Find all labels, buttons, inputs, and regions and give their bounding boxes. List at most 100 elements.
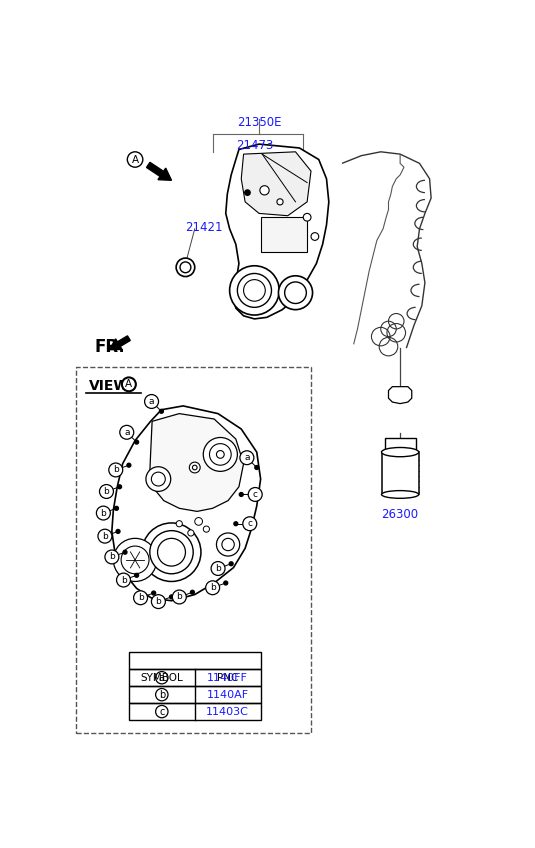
- Text: b: b: [137, 594, 143, 602]
- Circle shape: [159, 410, 163, 413]
- Bar: [129, 703, 261, 720]
- Ellipse shape: [381, 491, 419, 499]
- Circle shape: [127, 152, 143, 167]
- Circle shape: [118, 485, 121, 488]
- Text: b: b: [210, 583, 216, 592]
- Circle shape: [127, 463, 131, 467]
- Circle shape: [285, 282, 307, 304]
- Bar: [129, 669, 261, 686]
- Text: b: b: [102, 532, 108, 541]
- Polygon shape: [112, 406, 261, 600]
- Circle shape: [188, 530, 194, 536]
- Text: 1140AF: 1140AF: [207, 689, 249, 700]
- Text: b: b: [109, 552, 115, 561]
- FancyArrow shape: [147, 162, 172, 181]
- Bar: [385, 438, 416, 452]
- Circle shape: [100, 484, 113, 499]
- Circle shape: [243, 516, 257, 531]
- Circle shape: [176, 258, 195, 276]
- Text: 11403C: 11403C: [207, 706, 249, 717]
- Circle shape: [117, 573, 131, 587]
- Text: a: a: [159, 672, 165, 683]
- Bar: [381, 452, 419, 494]
- Text: 1140FF: 1140FF: [207, 672, 248, 683]
- Circle shape: [96, 506, 110, 520]
- Polygon shape: [226, 144, 329, 319]
- Text: b: b: [156, 597, 161, 606]
- Text: 21473: 21473: [236, 139, 273, 152]
- Circle shape: [98, 529, 112, 543]
- Circle shape: [172, 590, 186, 604]
- Text: SYMBOL: SYMBOL: [140, 672, 183, 683]
- Text: A: A: [125, 379, 133, 389]
- Text: PNC: PNC: [217, 672, 239, 683]
- Text: 21350E: 21350E: [237, 115, 281, 129]
- Circle shape: [260, 186, 269, 195]
- Circle shape: [195, 517, 203, 525]
- Circle shape: [248, 488, 262, 501]
- Circle shape: [151, 472, 165, 486]
- Circle shape: [142, 523, 201, 582]
- Circle shape: [144, 394, 158, 409]
- Circle shape: [176, 521, 182, 527]
- Text: a: a: [244, 453, 250, 462]
- Text: c: c: [247, 519, 253, 528]
- Polygon shape: [150, 414, 243, 511]
- Circle shape: [230, 265, 279, 315]
- Text: b: b: [104, 487, 109, 496]
- Circle shape: [234, 522, 238, 526]
- Circle shape: [193, 466, 197, 470]
- Text: b: b: [113, 466, 119, 474]
- Circle shape: [135, 573, 139, 577]
- Circle shape: [123, 550, 127, 554]
- FancyArrow shape: [110, 336, 130, 349]
- Text: b: b: [120, 576, 126, 584]
- Text: 21421: 21421: [185, 221, 222, 234]
- Circle shape: [116, 529, 120, 533]
- Circle shape: [277, 198, 283, 205]
- Text: b: b: [177, 593, 182, 601]
- Circle shape: [190, 590, 194, 594]
- Polygon shape: [388, 387, 412, 404]
- Circle shape: [180, 262, 191, 273]
- Circle shape: [303, 214, 311, 221]
- Text: b: b: [101, 509, 106, 517]
- Circle shape: [229, 562, 233, 566]
- Bar: [76, 367, 311, 734]
- Bar: [129, 652, 261, 669]
- Circle shape: [255, 466, 259, 470]
- Text: c: c: [253, 490, 258, 499]
- Circle shape: [189, 462, 200, 473]
- Circle shape: [238, 273, 271, 307]
- Circle shape: [109, 463, 123, 477]
- Circle shape: [243, 280, 265, 301]
- Text: VIEW: VIEW: [89, 379, 129, 393]
- Circle shape: [203, 438, 238, 471]
- Circle shape: [146, 466, 171, 491]
- Polygon shape: [241, 152, 311, 215]
- Text: a: a: [124, 427, 129, 437]
- Text: FR.: FR.: [94, 338, 125, 355]
- Circle shape: [113, 538, 157, 582]
- Bar: [261, 217, 307, 252]
- Ellipse shape: [381, 448, 419, 457]
- Circle shape: [224, 581, 228, 585]
- Text: a: a: [149, 397, 154, 406]
- Text: A: A: [132, 154, 139, 165]
- Text: b: b: [215, 564, 221, 573]
- Circle shape: [203, 526, 210, 533]
- Circle shape: [157, 538, 186, 566]
- Circle shape: [244, 190, 250, 195]
- Circle shape: [240, 451, 254, 465]
- Circle shape: [114, 506, 118, 510]
- Circle shape: [217, 450, 224, 458]
- Circle shape: [105, 550, 119, 564]
- Circle shape: [211, 561, 225, 576]
- Text: b: b: [159, 689, 165, 700]
- Circle shape: [239, 493, 243, 496]
- Text: c: c: [159, 706, 164, 717]
- Circle shape: [151, 594, 165, 609]
- Circle shape: [170, 595, 173, 599]
- Circle shape: [222, 538, 234, 550]
- Circle shape: [122, 377, 136, 391]
